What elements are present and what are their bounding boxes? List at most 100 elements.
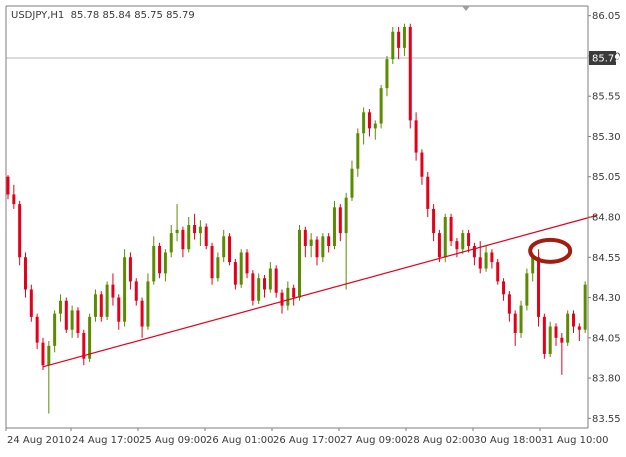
highlight-circle (528, 237, 573, 264)
candle (163, 249, 167, 282)
candle-body (583, 284, 587, 330)
candle (64, 297, 68, 333)
candle-body (268, 268, 272, 290)
candle-body (572, 313, 576, 327)
candle-body (432, 208, 436, 234)
candle-body (18, 204, 22, 258)
candle-body (525, 273, 529, 306)
y-tick-label: 85.30 (592, 132, 621, 143)
candle (263, 274, 267, 298)
candle (537, 249, 541, 327)
candle (76, 307, 80, 338)
candle (391, 26, 395, 64)
candle-body (414, 120, 418, 153)
candle-body (397, 31, 401, 48)
candle (158, 242, 162, 279)
candle-body (123, 257, 127, 322)
x-tick-label: 26 Aug 17:00 (273, 435, 340, 446)
candle (18, 200, 22, 266)
candle-body (338, 207, 342, 234)
candle-body (216, 257, 220, 279)
candle (251, 270, 255, 306)
candle-body (344, 197, 348, 234)
candle-body (385, 59, 389, 89)
trend-line[interactable] (42, 214, 597, 368)
candle (257, 273, 261, 304)
candle-body (519, 305, 523, 333)
candle (373, 120, 377, 140)
candle-body (356, 133, 360, 169)
candle (99, 291, 103, 322)
candle-body (12, 194, 16, 205)
candle-body (239, 252, 243, 285)
candle (111, 273, 115, 306)
candle-body (105, 284, 109, 317)
candle (332, 200, 336, 250)
y-tick-label: 84.55 (592, 253, 621, 264)
candle-body (420, 152, 424, 177)
x-tick-label: 31 Aug 10:00 (541, 435, 608, 446)
candle-body (146, 281, 150, 327)
candle (274, 265, 278, 298)
candle (356, 128, 360, 177)
candle-body (577, 326, 581, 330)
candle-body (23, 257, 27, 290)
candle (35, 313, 39, 350)
candles (6, 23, 587, 414)
candle (47, 341, 51, 414)
candle-body (484, 252, 488, 269)
candle (12, 184, 16, 209)
candle-body (327, 236, 331, 246)
candle-body (455, 241, 459, 250)
candle (344, 192, 348, 290)
candle-body (140, 300, 144, 327)
candle (519, 300, 523, 338)
x-tick-label: 27 Aug 09:00 (340, 435, 407, 446)
candle (82, 329, 86, 366)
candle (402, 23, 406, 56)
candle-body (6, 176, 10, 195)
candle-body (53, 313, 57, 346)
candle-body (472, 245, 476, 258)
candle (542, 313, 546, 359)
candle (140, 297, 144, 338)
current-price-value: 85.79 (592, 54, 621, 65)
candle-body (286, 287, 290, 306)
candle (327, 233, 331, 253)
chart-shift-marker-icon[interactable] (462, 6, 470, 11)
candle-body (99, 294, 103, 317)
candle-body (29, 289, 33, 317)
candle (385, 55, 389, 97)
y-tick-label: 84.30 (592, 293, 621, 304)
candle-body (35, 316, 39, 343)
candle-body (181, 229, 185, 250)
x-tick-label: 26 Aug 01:00 (206, 435, 273, 446)
candle (507, 291, 511, 322)
candle-body (158, 245, 162, 274)
y-tick-label: 83.55 (592, 414, 621, 425)
candle-body (64, 300, 68, 330)
candle-body (426, 176, 430, 209)
candle (245, 249, 249, 279)
candle (146, 273, 150, 330)
candle-body (228, 236, 232, 263)
candle (239, 249, 243, 288)
candle-body (507, 294, 511, 314)
candle-body (128, 257, 132, 282)
candle (432, 204, 436, 242)
candle-body (251, 273, 255, 301)
candle (472, 242, 476, 266)
candle (268, 262, 272, 293)
candle-body (548, 326, 552, 354)
time-axis[interactable]: 24 Aug 2010 24 Aug 17:00 25 Aug 09:00 26 Au… (5, 428, 608, 446)
candle (41, 337, 45, 371)
candle (309, 233, 313, 258)
candle (408, 23, 412, 129)
candle-body (175, 229, 179, 234)
candle (216, 252, 220, 282)
y-tick-label: 86.05 (592, 11, 621, 22)
candle-body (47, 345, 51, 366)
candle-body (292, 287, 296, 298)
